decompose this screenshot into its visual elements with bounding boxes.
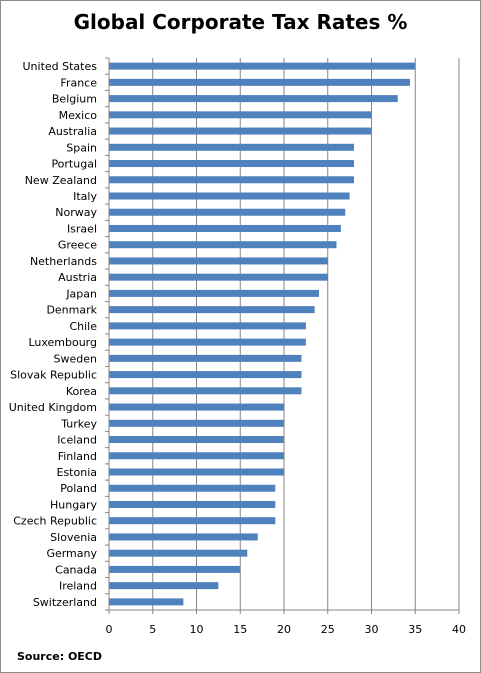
bar-united-states: [109, 63, 415, 70]
category-label: Belgium: [52, 93, 97, 106]
category-label: Israel: [67, 222, 97, 235]
bar-iceland: [109, 436, 284, 443]
category-label: Finland: [58, 450, 97, 463]
x-tick-label: 25: [321, 623, 335, 636]
bar-czech-republic: [109, 517, 275, 524]
category-label: Estonia: [57, 466, 98, 479]
category-label: Slovak Republic: [10, 369, 97, 382]
category-label: Ireland: [59, 580, 97, 593]
category-label: United Kingdom: [9, 401, 97, 414]
category-label: United States: [23, 60, 98, 73]
x-tick-label: 10: [190, 623, 204, 636]
bar-spain: [109, 144, 354, 151]
axes: [105, 58, 459, 614]
bar-luxembourg: [109, 339, 306, 346]
bar-portugal: [109, 160, 354, 167]
x-tick-label: 40: [452, 623, 466, 636]
category-label: New Zealand: [25, 174, 97, 187]
category-label: Portugal: [51, 158, 97, 171]
bar-mexico: [109, 111, 372, 118]
gridlines: [153, 58, 459, 610]
category-label: Hungary: [50, 498, 97, 511]
category-label: Italy: [73, 190, 97, 203]
category-label: Norway: [55, 206, 97, 219]
category-label: France: [60, 76, 97, 89]
category-label: Sweden: [54, 352, 97, 365]
bar-estonia: [109, 469, 284, 476]
bar-poland: [109, 485, 275, 492]
bar-norway: [109, 209, 345, 216]
bar-canada: [109, 566, 240, 573]
category-label: Spain: [66, 141, 97, 154]
bar-chile: [109, 322, 306, 329]
x-tick-label: 0: [106, 623, 113, 636]
category-label: Czech Republic: [13, 515, 97, 528]
x-tick-label: 35: [408, 623, 422, 636]
category-label: Denmark: [46, 304, 97, 317]
category-label: Switzerland: [33, 596, 97, 609]
bar-new-zealand: [109, 176, 354, 183]
bar-italy: [109, 193, 350, 200]
category-label: Greece: [58, 239, 97, 252]
bars: [109, 63, 415, 606]
category-label: Germany: [46, 547, 97, 560]
bar-belgium: [109, 95, 398, 102]
bar-turkey: [109, 420, 284, 427]
x-tick-label: 15: [233, 623, 247, 636]
x-tick-label: 30: [365, 623, 379, 636]
category-label: Slovenia: [50, 531, 97, 544]
category-label: Netherlands: [30, 255, 97, 268]
bar-germany: [109, 550, 247, 557]
bar-denmark: [109, 306, 315, 313]
category-label: Turkey: [60, 417, 97, 430]
source-note: Source: OECD: [17, 650, 102, 663]
x-tick-label: 20: [277, 623, 291, 636]
category-label: Canada: [55, 563, 97, 576]
bar-korea: [109, 387, 302, 394]
category-label: Mexico: [59, 109, 98, 122]
bar-ireland: [109, 582, 218, 589]
bar-greece: [109, 241, 337, 248]
bar-finland: [109, 452, 284, 459]
category-label: Chile: [69, 320, 97, 333]
bar-slovenia: [109, 533, 258, 540]
bar-france: [109, 79, 410, 86]
bar-austria: [109, 274, 328, 281]
bar-israel: [109, 225, 341, 232]
category-label: Australia: [48, 125, 97, 138]
bar-slovak-republic: [109, 371, 302, 378]
x-tick-label: 5: [149, 623, 156, 636]
category-label: Poland: [60, 482, 97, 495]
bar-united-kingdom: [109, 404, 284, 411]
bar-switzerland: [109, 598, 183, 605]
category-label: Austria: [58, 271, 97, 284]
bar-netherlands: [109, 257, 328, 264]
bar-hungary: [109, 501, 275, 508]
category-label: Iceland: [57, 434, 97, 447]
category-label: Korea: [66, 385, 97, 398]
bar-australia: [109, 128, 372, 135]
category-label: Japan: [65, 287, 97, 300]
bar-sweden: [109, 355, 302, 362]
category-label: Luxembourg: [28, 336, 97, 349]
bar-japan: [109, 290, 319, 297]
